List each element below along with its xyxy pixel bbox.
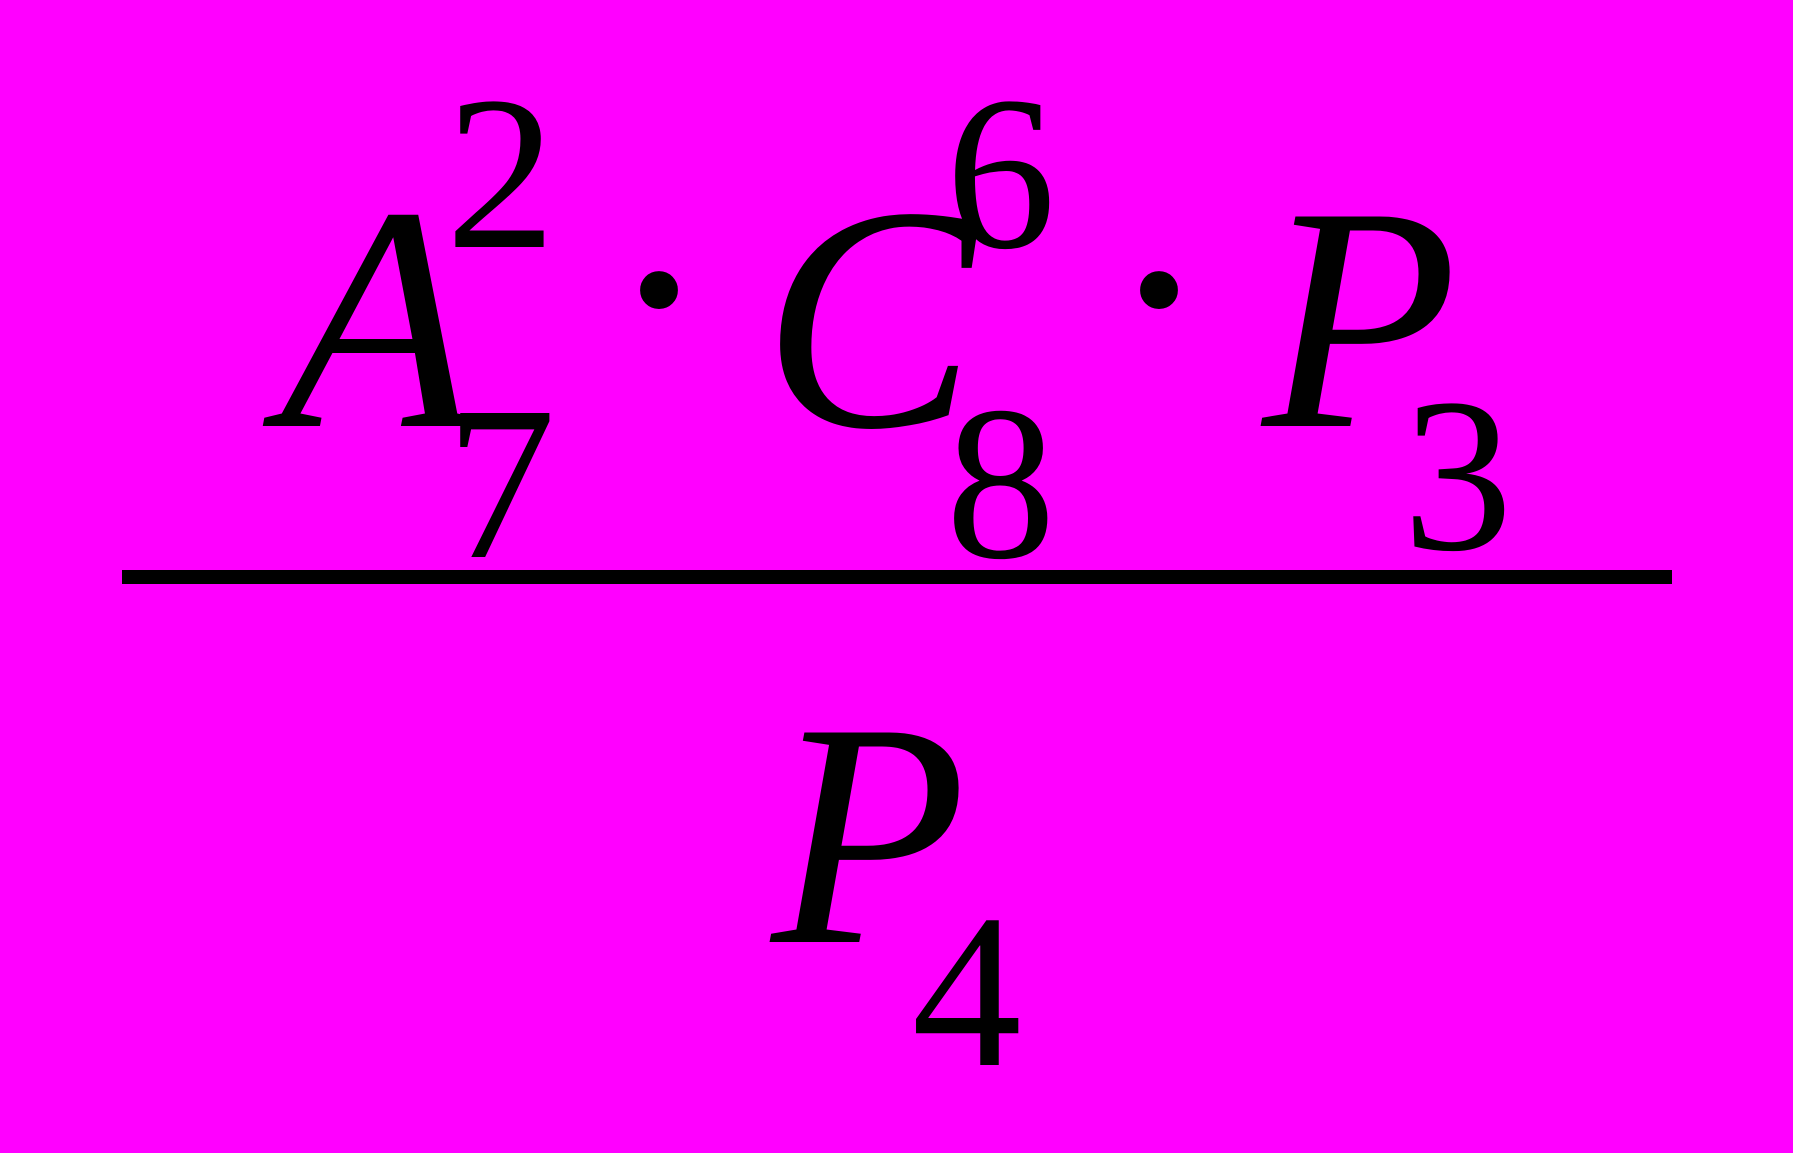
sub-p4: 4 xyxy=(912,881,1022,1101)
sub-a: 7 xyxy=(446,373,556,593)
scripts-p4: 4 xyxy=(912,619,1022,1051)
denominator: P 4 xyxy=(771,584,1021,1051)
scripts-a: 2 7 xyxy=(446,103,556,535)
scripts-c: 6 8 xyxy=(946,103,1056,535)
term-c: C 6 8 xyxy=(762,103,1055,535)
dot-1: · xyxy=(606,129,713,449)
sup-a: 2 xyxy=(446,63,556,283)
dot-2: · xyxy=(1106,129,1213,449)
term-a: A 2 7 xyxy=(280,103,555,535)
scripts-p3: 3 xyxy=(1403,103,1513,535)
term-p3: P 3 xyxy=(1262,103,1512,535)
numerator: A 2 7 · C 6 8 · P 3 xyxy=(280,103,1513,570)
formula-container: A 2 7 · C 6 8 · P 3 P 4 xyxy=(122,103,1672,1051)
base-c: C xyxy=(762,159,975,479)
sub-p3: 3 xyxy=(1403,365,1513,585)
sup-c: 6 xyxy=(946,63,1056,283)
sub-c: 8 xyxy=(946,373,1056,593)
term-p4: P 4 xyxy=(771,619,1021,1051)
